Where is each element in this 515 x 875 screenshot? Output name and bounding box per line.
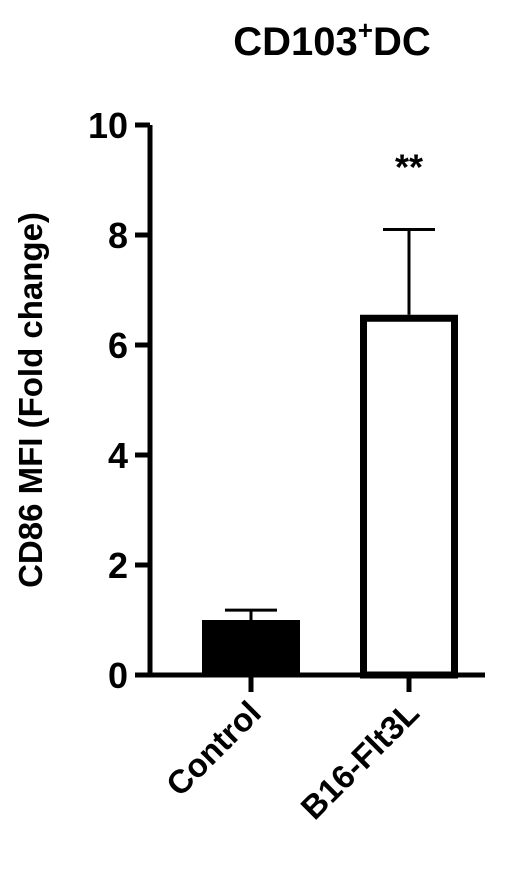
y-axis-label: CD86 MFI (Fold change) bbox=[12, 212, 49, 588]
chart-title-superscript: + bbox=[358, 15, 373, 45]
bar-control bbox=[202, 620, 300, 675]
chart-title: CD103+DC bbox=[233, 15, 430, 64]
chart-title-suffix: DC bbox=[373, 20, 431, 64]
x-ticks: Control B16-Flt3L bbox=[159, 675, 426, 826]
bars: ** bbox=[202, 147, 458, 679]
x-tick-label: B16-Flt3L bbox=[293, 694, 425, 826]
y-tick-label: 2 bbox=[108, 545, 128, 586]
bar-b16-flt3l bbox=[360, 314, 458, 679]
chart-title-main: CD103 bbox=[233, 20, 358, 64]
y-tick-label: 4 bbox=[108, 435, 128, 476]
y-tick-label: 10 bbox=[88, 105, 128, 146]
significance-label: ** bbox=[395, 147, 423, 188]
y-tick-label: 8 bbox=[108, 215, 128, 256]
y-tick-label: 6 bbox=[108, 325, 128, 366]
y-tick-label: 0 bbox=[108, 655, 128, 696]
y-ticks: 0 2 4 6 8 10 bbox=[88, 105, 150, 696]
x-tick-label: Control bbox=[159, 694, 268, 803]
